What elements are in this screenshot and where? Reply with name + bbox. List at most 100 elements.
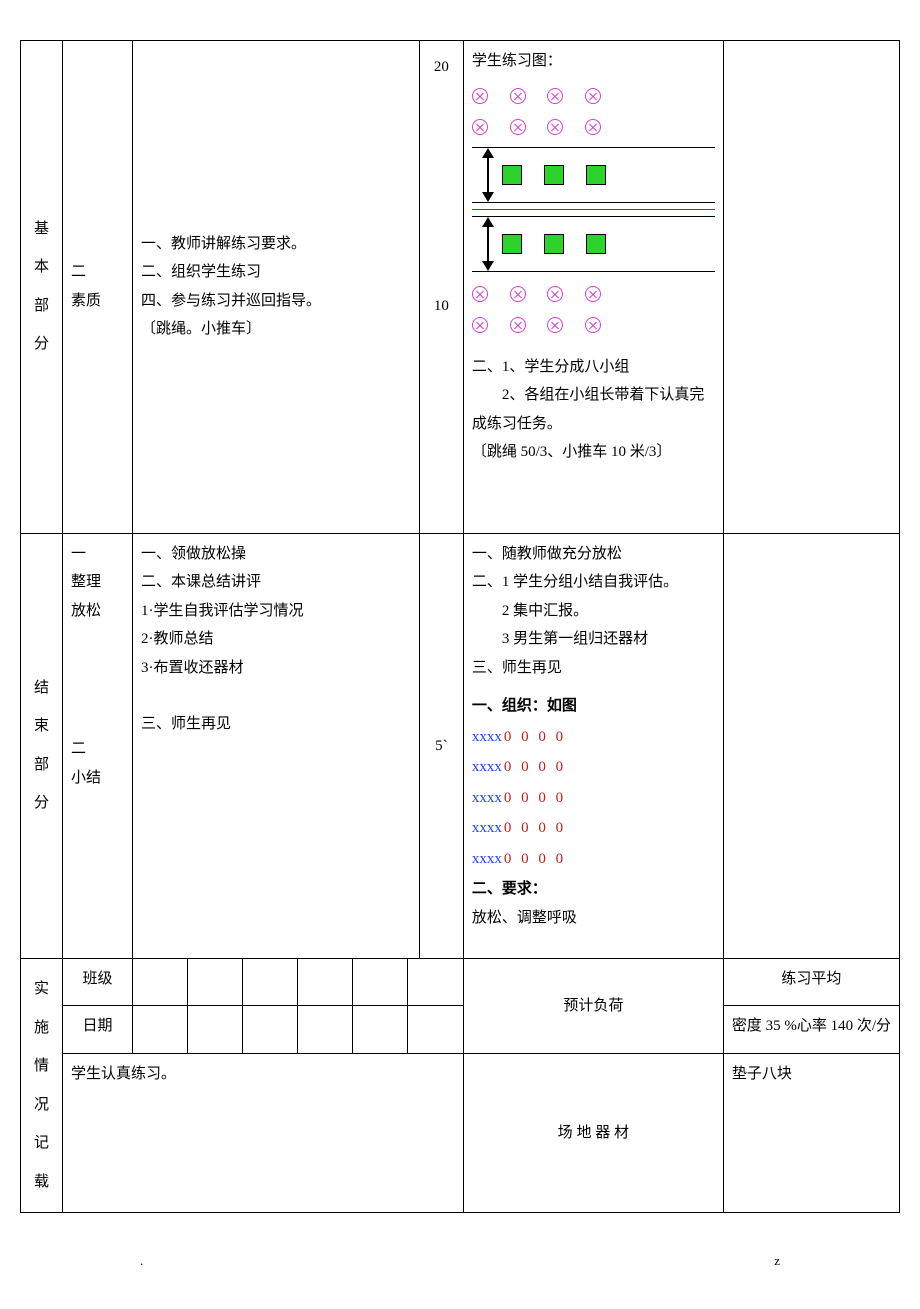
text-line: 二、1 学生分组小结自我评估。 — [472, 568, 715, 597]
section-end-label: 结 束 部 分 — [21, 533, 63, 959]
char: 情 — [29, 1052, 54, 1081]
student-marker-icon — [547, 119, 563, 135]
char: 器 — [595, 1125, 610, 1141]
text-line: 四、参与练习并巡回指导。 — [141, 287, 411, 316]
sub-section-cell: 二 素质 — [63, 41, 133, 534]
diagram-title: 学生练习图： — [472, 47, 715, 76]
predict-line1: 练习平均 — [723, 959, 899, 1006]
impl-label: 实 施 情 况 记 载 — [21, 959, 63, 1213]
student-marker-icon — [547, 88, 563, 104]
student-row — [472, 112, 715, 141]
mat-icon — [586, 165, 606, 185]
formation-row: xxxx0 0 0 0 — [472, 845, 715, 874]
slot-cell — [243, 959, 298, 1005]
sub-label: 二 — [71, 735, 124, 764]
mat-icon — [502, 165, 522, 185]
char: 结 — [29, 674, 54, 703]
formation-x: xxxx — [472, 759, 502, 775]
course-lane — [472, 216, 715, 272]
formation-o: 0 0 0 0 — [504, 759, 566, 775]
text-line: 三、师生再见 — [472, 654, 715, 683]
sub-label: 二 — [71, 258, 124, 287]
char: 材 — [614, 1125, 629, 1141]
spare-cell — [723, 533, 899, 959]
slot-cell — [133, 959, 188, 1005]
char: 部 — [29, 292, 54, 321]
formation-row: xxxx0 0 0 0 — [472, 723, 715, 752]
page: 基 本 部 分 二 素质 一、教师讲解练习要求。 二、组织学生练习 四、参与练习… — [20, 40, 900, 1269]
time-value: 5` — [428, 732, 455, 761]
text-line: 3 男生第一组归还器材 — [472, 625, 715, 654]
predict-label: 预计负荷 — [463, 959, 723, 1054]
student-marker-icon — [472, 286, 488, 302]
slot-cell — [353, 959, 408, 1005]
footer-left: . — [140, 1253, 143, 1269]
formation-x: xxxx — [472, 820, 502, 836]
student-marker-icon — [510, 88, 526, 104]
time-cell: 5` — [419, 533, 463, 959]
date-slots — [133, 1006, 464, 1053]
formation-row: xxxx0 0 0 0 — [472, 753, 715, 782]
char: 况 — [29, 1091, 54, 1120]
section-end-row: 结 束 部 分 一 整理 放松 二 小结 一、领做放松操 二、本课总结讲评 1·… — [21, 533, 900, 959]
class-label: 班级 — [63, 959, 133, 1006]
student-marker-icon — [510, 119, 526, 135]
student-marker-icon — [585, 88, 601, 104]
page-footer: . z — [140, 1253, 780, 1269]
section-basic-label: 基 本 部 分 — [21, 41, 63, 534]
slot-cell — [353, 1006, 408, 1052]
predict-line2: 密度 35 %心率 140 次/分 — [723, 1006, 899, 1053]
formation-o: 0 0 0 0 — [504, 790, 566, 806]
direction-arrow-icon — [478, 150, 498, 200]
student-marker-icon — [472, 88, 488, 104]
text-line: 2 集中汇报。 — [472, 597, 715, 626]
footer-right: z — [774, 1253, 780, 1269]
text-line: 3·布置收还器材 — [141, 654, 411, 683]
formation-diagram: xxxx0 0 0 0xxxx0 0 0 0xxxx0 0 0 0xxxx0 0… — [472, 723, 715, 874]
text-line: 二、本课总结讲评 — [141, 568, 411, 597]
student-activity-cell: 学生练习图： — [463, 41, 723, 534]
formation-x: xxxx — [472, 851, 502, 867]
mat-icon — [586, 234, 606, 254]
venue-label: 场 地 器 材 — [463, 1053, 723, 1212]
date-label: 日期 — [63, 1006, 133, 1053]
org-title: 一、组织：如图 — [472, 692, 715, 721]
text-line: 二、1、学生分成八小组 — [472, 353, 715, 382]
impl-row-class: 实 施 情 况 记 载 班级 预计负荷 练习平均 — [21, 959, 900, 1006]
char: 部 — [29, 751, 54, 780]
formation-x: xxxx — [472, 790, 502, 806]
text-line: 三、师生再见 — [141, 710, 411, 739]
time-cell: 20 10 — [419, 41, 463, 534]
sub-label: 放松 — [71, 597, 124, 626]
char: 分 — [29, 330, 54, 359]
formation-row: xxxx0 0 0 0 — [472, 784, 715, 813]
spare-cell — [723, 41, 899, 534]
formation-o: 0 0 0 0 — [504, 851, 566, 867]
char: 本 — [29, 253, 54, 282]
direction-arrow-icon — [478, 219, 498, 269]
student-marker-icon — [510, 317, 526, 333]
note-cell: 学生认真练习。 — [63, 1053, 464, 1212]
slot-cell — [408, 1006, 463, 1052]
student-row — [472, 310, 715, 339]
student-marker-icon — [585, 286, 601, 302]
text-line: 〔跳绳。小推车〕 — [141, 315, 411, 344]
formation-x: xxxx — [472, 729, 502, 745]
student-activity-cell: 一、随教师做充分放松 二、1 学生分组小结自我评估。 2 集中汇报。 3 男生第… — [463, 533, 723, 959]
practice-diagram — [472, 82, 715, 339]
slot-cell — [188, 1006, 243, 1052]
section-basic-row: 基 本 部 分 二 素质 一、教师讲解练习要求。 二、组织学生练习 四、参与练习… — [21, 41, 900, 534]
text-line: 二、组织学生练习 — [141, 258, 411, 287]
text-line: 放松、调整呼吸 — [472, 904, 715, 933]
req-title: 二、要求： — [472, 875, 715, 904]
mat-icon — [502, 234, 522, 254]
text-line: 2、各组在小组长带着下认真完成练习任务。 — [472, 381, 715, 438]
char: 束 — [29, 712, 54, 741]
text-line: 一、随教师做充分放松 — [472, 540, 715, 569]
note-text: 学生认真练习。 — [71, 1066, 176, 1082]
lesson-plan-table: 基 本 部 分 二 素质 一、教师讲解练习要求。 二、组织学生练习 四、参与练习… — [20, 40, 900, 1213]
student-marker-icon — [472, 119, 488, 135]
char: 实 — [29, 975, 54, 1004]
slot-cell — [298, 1006, 353, 1052]
student-marker-icon — [510, 286, 526, 302]
